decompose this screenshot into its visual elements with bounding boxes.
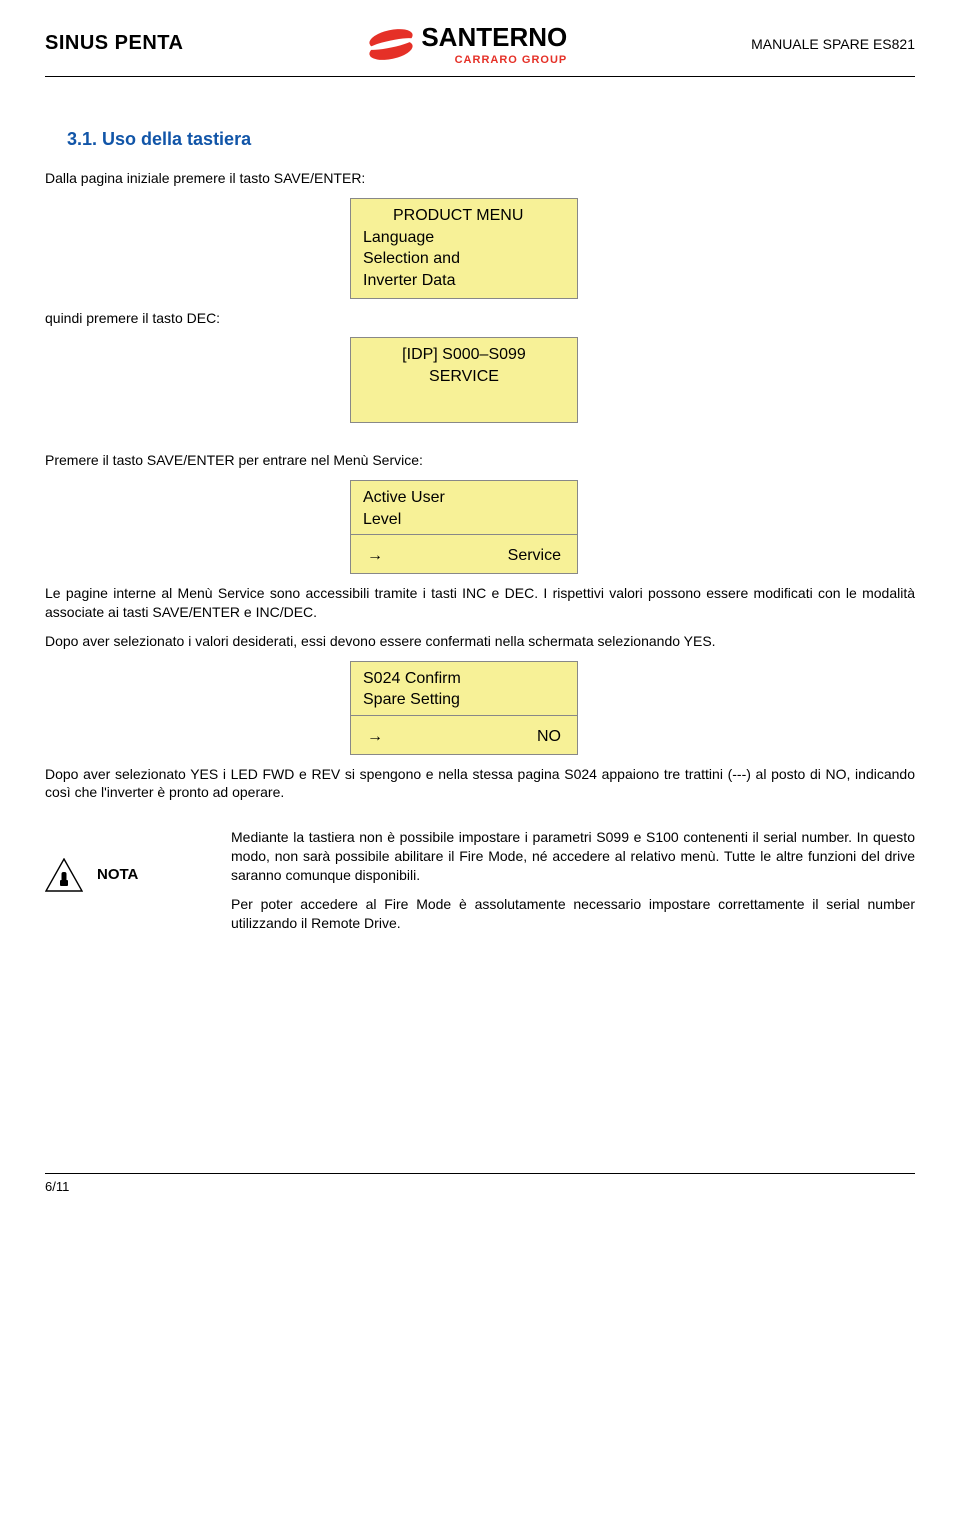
logo-text-wrap: SANTERNO CARRARO GROUP	[421, 20, 567, 68]
header-rule	[45, 76, 915, 77]
screen3-line1: Active User	[363, 487, 565, 509]
screen2-line1: [IDP] S000–S099	[363, 344, 565, 366]
display-screen-2: [IDP] S000–S099 SERVICE	[350, 337, 578, 423]
logo-swirl-icon	[367, 25, 415, 63]
screen4-value: NO	[537, 726, 561, 748]
screen3-line2: Level	[363, 509, 565, 531]
nota-p1: Mediante la tastiera non è possibile imp…	[231, 828, 915, 885]
nota-left: NOTA	[45, 828, 205, 892]
screen1-line1: PRODUCT MENU	[363, 205, 565, 227]
screen3-value: Service	[508, 545, 561, 567]
nota-text: Mediante la tastiera non è possibile imp…	[231, 828, 915, 942]
screen4-line1: S024 Confirm	[363, 668, 565, 690]
brand-logo: SANTERNO CARRARO GROUP	[367, 20, 567, 68]
screen4-line2: Spare Setting	[363, 689, 565, 711]
product-name: SINUS PENTA	[45, 30, 183, 57]
screen3-divider	[351, 534, 577, 535]
paragraph-1: Dalla pagina iniziale premere il tasto S…	[45, 169, 915, 188]
page-header: SINUS PENTA SANTERNO CARRARO GROUP MANUA…	[45, 20, 915, 68]
screen1-line4: Inverter Data	[363, 270, 565, 292]
paragraph-3: Premere il tasto SAVE/ENTER per entrare …	[45, 451, 915, 470]
paragraph-5: Dopo aver selezionato i valori desiderat…	[45, 632, 915, 651]
paragraph-6: Dopo aver selezionato YES i LED FWD e RE…	[45, 765, 915, 803]
screen3-arrow-row: → Service	[363, 545, 565, 567]
footer-rule	[45, 1173, 915, 1174]
screen1-line3: Selection and	[363, 248, 565, 270]
logo-subtitle: CARRARO GROUP	[455, 53, 568, 68]
paragraph-2: quindi premere il tasto DEC:	[45, 309, 915, 328]
screen4-arrow-row: → NO	[363, 726, 565, 748]
manual-title: MANUALE SPARE ES821	[751, 35, 915, 54]
nota-p2: Per poter accedere al Fire Mode è assolu…	[231, 895, 915, 933]
nota-label: NOTA	[97, 865, 138, 885]
display-screen-4: S024 Confirm Spare Setting → NO	[350, 661, 578, 755]
display-screen-1: PRODUCT MENU Language Selection and Inve…	[350, 198, 578, 298]
arrow-right-icon: →	[367, 726, 383, 748]
screen2-line2: SERVICE	[363, 366, 565, 388]
page-number: 6/11	[45, 1178, 915, 1196]
arrow-right-icon: →	[367, 545, 383, 567]
screen1-line2: Language	[363, 227, 565, 249]
section-title: 3.1. Uso della tastiera	[67, 127, 915, 151]
warning-hand-icon	[45, 858, 83, 892]
display-screen-3: Active User Level → Service	[350, 480, 578, 574]
nota-block: NOTA Mediante la tastiera non è possibil…	[45, 828, 915, 942]
screen4-divider	[351, 715, 577, 716]
page-footer: 6/11	[45, 1173, 915, 1196]
paragraph-4: Le pagine interne al Menù Service sono a…	[45, 584, 915, 622]
logo-text: SANTERNO	[421, 20, 567, 55]
